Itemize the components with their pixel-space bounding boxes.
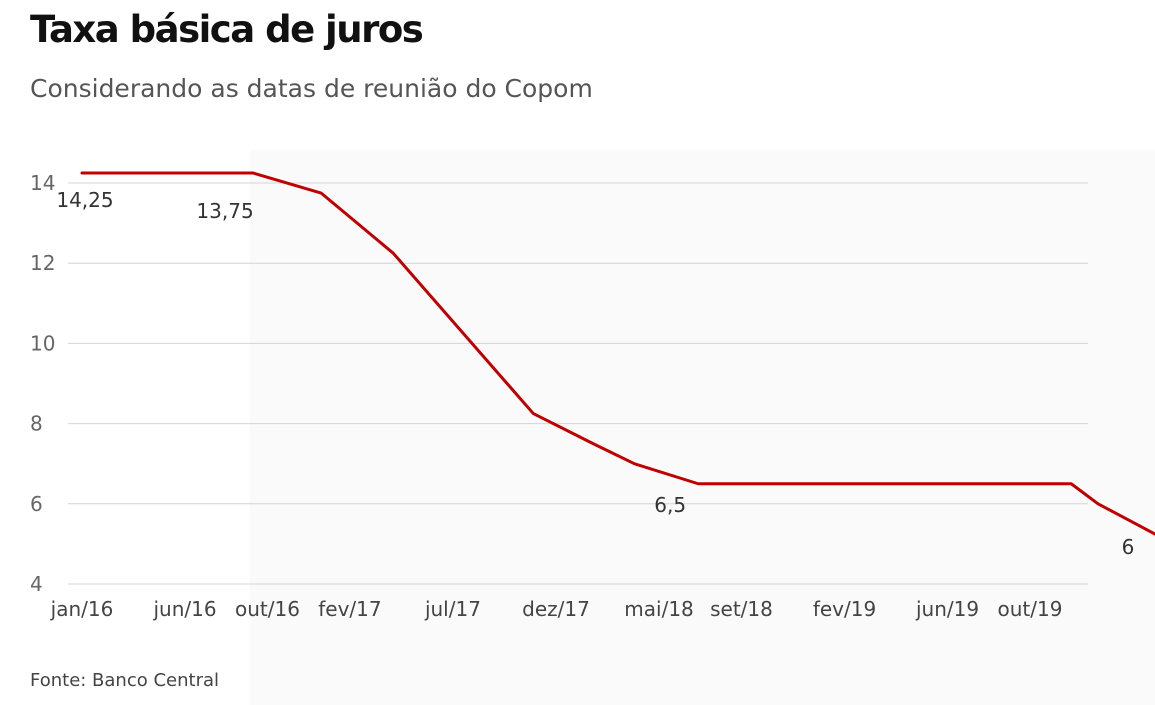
x-tick-label: mai/18 bbox=[624, 597, 693, 621]
y-tick-label: 4 bbox=[30, 572, 43, 596]
plot-background bbox=[250, 150, 1155, 705]
y-tick-label: 6 bbox=[30, 492, 43, 516]
page-subtitle: Considerando as datas de reunião do Copo… bbox=[30, 74, 593, 103]
y-tick-label: 14 bbox=[30, 171, 55, 195]
x-tick-label: dez/17 bbox=[522, 597, 590, 621]
series-line bbox=[80, 171, 1155, 536]
x-tick-label: set/18 bbox=[710, 597, 773, 621]
x-tick-label: fev/19 bbox=[813, 597, 876, 621]
y-tick-label: 8 bbox=[30, 412, 43, 436]
x-tick-label: fev/17 bbox=[318, 597, 381, 621]
y-tick-label: 10 bbox=[30, 331, 55, 355]
source-note: Fonte: Banco Central bbox=[30, 670, 220, 691]
x-tick-label: jul/17 bbox=[424, 597, 481, 621]
y-axis-ticks: 4 6 8 10 12 14 bbox=[30, 171, 55, 596]
gridlines bbox=[68, 182, 1088, 585]
data-label: 14,25 bbox=[56, 188, 113, 212]
x-tick-label: jan/16 bbox=[50, 597, 114, 621]
page-title: Taxa básica de juros bbox=[30, 8, 424, 51]
data-label: 6 bbox=[1122, 535, 1135, 559]
x-axis-ticks: jan/16 jun/16 out/16 fev/17 jul/17 dez/17 mai/… bbox=[50, 597, 1063, 621]
x-tick-label: out/19 bbox=[998, 597, 1063, 621]
y-tick-label: 12 bbox=[30, 251, 55, 275]
x-tick-label: out/16 bbox=[235, 597, 300, 621]
x-tick-label: jun/16 bbox=[152, 597, 216, 621]
data-label: 13,75 bbox=[196, 199, 253, 223]
series-group: Taxa bbox=[80, 171, 1155, 536]
x-tick-label: jun/19 bbox=[915, 597, 979, 621]
data-label: 6,5 bbox=[654, 493, 686, 517]
